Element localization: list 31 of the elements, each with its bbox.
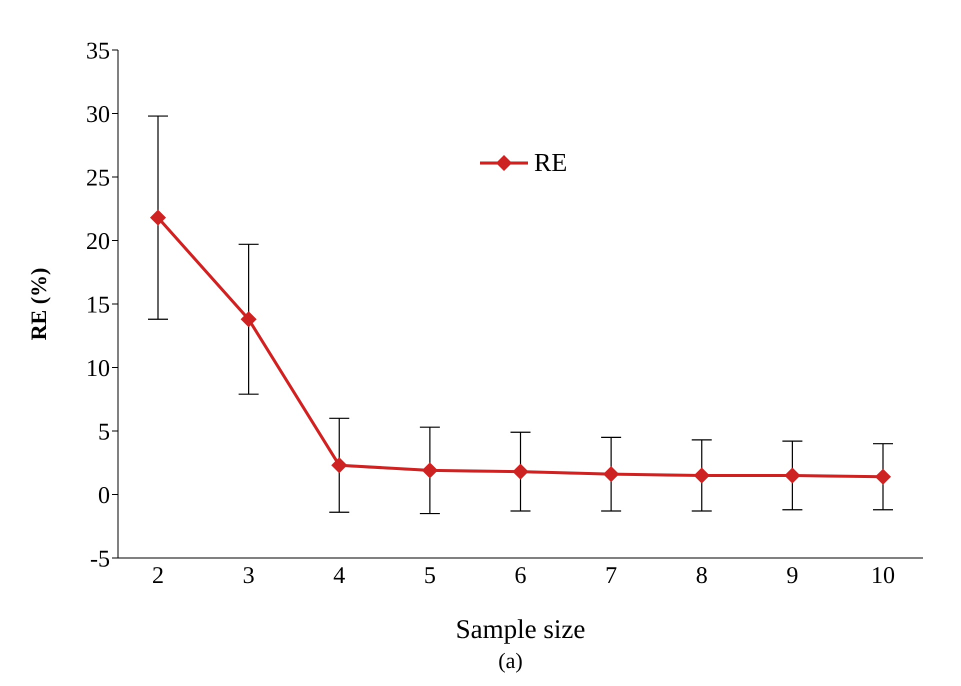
x-tick-label: 3 bbox=[242, 563, 255, 590]
x-axis-title: Sample size bbox=[456, 614, 586, 644]
y-tick-label: 5 bbox=[98, 420, 110, 446]
x-tick-label: 7 bbox=[605, 563, 618, 590]
point bbox=[784, 467, 800, 484]
point bbox=[331, 457, 348, 474]
x-tick-label: 2 bbox=[152, 563, 164, 590]
point bbox=[422, 462, 438, 478]
y-tick-label: 15 bbox=[86, 292, 110, 319]
y-tick-label: 25 bbox=[86, 166, 110, 192]
x-tick-label: 6 bbox=[514, 563, 526, 590]
y-tick-label: 30 bbox=[86, 102, 110, 128]
x-tick-label: 5 bbox=[424, 563, 436, 590]
y-tick-label: 10 bbox=[86, 356, 110, 382]
y-axis-title: RE (%) bbox=[26, 268, 51, 340]
x-tick-label: 10 bbox=[871, 563, 895, 590]
x-tick-label: 9 bbox=[786, 563, 798, 590]
y-tick-label: 20 bbox=[86, 229, 110, 256]
y-tick-label: -5 bbox=[90, 546, 110, 573]
x-tick-label: 8 bbox=[696, 563, 708, 590]
legend-label: RE bbox=[534, 148, 568, 178]
point bbox=[150, 210, 166, 226]
point bbox=[512, 464, 528, 480]
point bbox=[694, 467, 710, 484]
y-tick-label: 35 bbox=[86, 38, 110, 65]
point bbox=[240, 311, 257, 328]
point bbox=[875, 468, 891, 485]
point bbox=[603, 466, 620, 482]
x-tick-label: 4 bbox=[333, 563, 346, 590]
y-tick-label: 0 bbox=[98, 483, 110, 510]
text: (a) bbox=[497, 648, 524, 674]
